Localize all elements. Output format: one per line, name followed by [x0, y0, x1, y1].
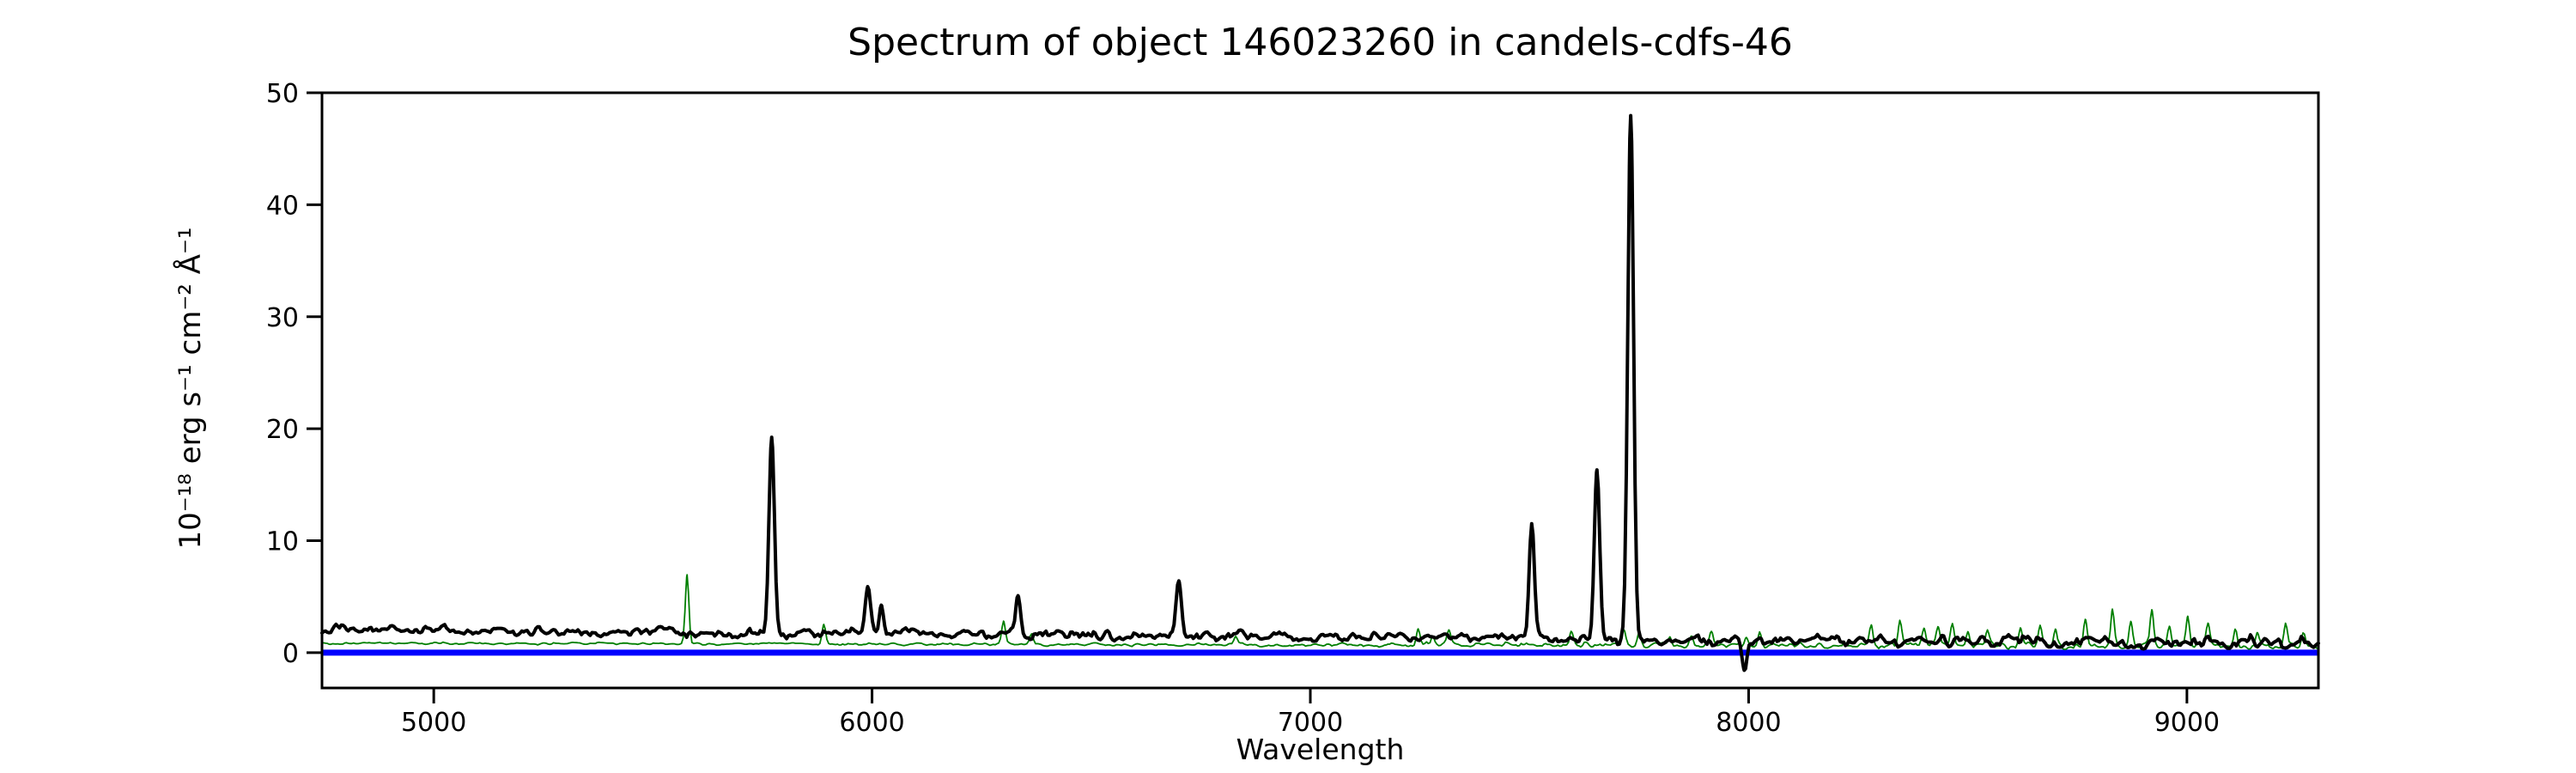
- plot-frame: [320, 91, 2320, 690]
- y-tick-label: 20: [266, 415, 299, 445]
- x-tick-label: 9000: [2154, 708, 2220, 738]
- x-tick-label: 7000: [1278, 708, 1343, 738]
- chart-title: Spectrum of object 146023260 in candels-…: [848, 21, 1793, 64]
- x-tick-label: 8000: [1716, 708, 1781, 738]
- y-tick-label: 50: [266, 79, 299, 109]
- flux-spectrum-line: [320, 113, 2320, 673]
- x-tick-label: 6000: [839, 708, 904, 738]
- y-tick-label: 30: [266, 303, 299, 333]
- x-axis-label: Wavelength: [1236, 733, 1405, 766]
- x-tick-label: 5000: [401, 708, 466, 738]
- y-tick-label: 10: [266, 527, 299, 557]
- y-tick-label: 40: [266, 191, 299, 221]
- noise-spectrum-line: [321, 574, 2319, 651]
- y-tick-label: 0: [283, 639, 299, 669]
